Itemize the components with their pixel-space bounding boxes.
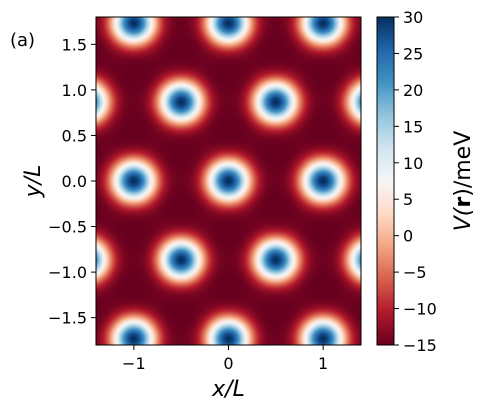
colorbar-ticks: −15 −10 −5 0 5 10 15 20 25 30 [394,8,437,355]
x-axis: −1 0 1 [122,345,328,373]
colorbar-frame [376,16,395,346]
colorbar-tick-label: −5 [403,263,427,282]
colorbar-tick-label: 15 [403,117,423,136]
heatmap [96,17,361,345]
y-tick-label: 1.5 [62,35,87,54]
x-tick-label: −1 [122,354,146,373]
colorbar-tick-label: −15 [403,336,437,355]
x-tick-label: 0 [223,354,233,373]
colorbar-label-prefix: V( [451,206,476,231]
panel-label: (a) [10,30,35,51]
heatmap-image [96,17,361,345]
colorbar: −15 −10 −5 0 5 10 15 20 25 30 V(r)/meV [376,8,476,355]
colorbar-tick-label: 10 [403,154,423,173]
colorbar-label: V(r)/meV [451,131,476,232]
colorbar-tick-label: 0 [403,227,413,246]
y-tick-label: 0.5 [62,126,87,145]
colorbar-tick-label: 20 [403,81,423,100]
y-tick-label: 1.0 [62,81,87,100]
y-axis-label: y/L [21,165,46,199]
colorbar-gradient [377,17,394,345]
colorbar-tick-label: −10 [403,300,437,319]
y-tick-label: 0.0 [62,172,87,191]
colorbar-tick-label: 5 [403,190,413,209]
x-axis-label: x/L [211,377,245,402]
colorbar-tick-label: 25 [403,44,423,63]
colorbar-label-suffix: )/meV [451,131,476,197]
y-tick-label: −1.0 [48,263,87,282]
x-tick-label: 1 [318,354,328,373]
colorbar-tick-label: 30 [403,8,423,27]
y-tick-label: −1.5 [48,309,87,328]
colorbar-label-bold: r [451,197,476,208]
y-axis: −1.5 −1.0 −0.5 0.0 0.5 1.0 1.5 [48,35,96,328]
y-tick-label: −0.5 [48,218,87,237]
